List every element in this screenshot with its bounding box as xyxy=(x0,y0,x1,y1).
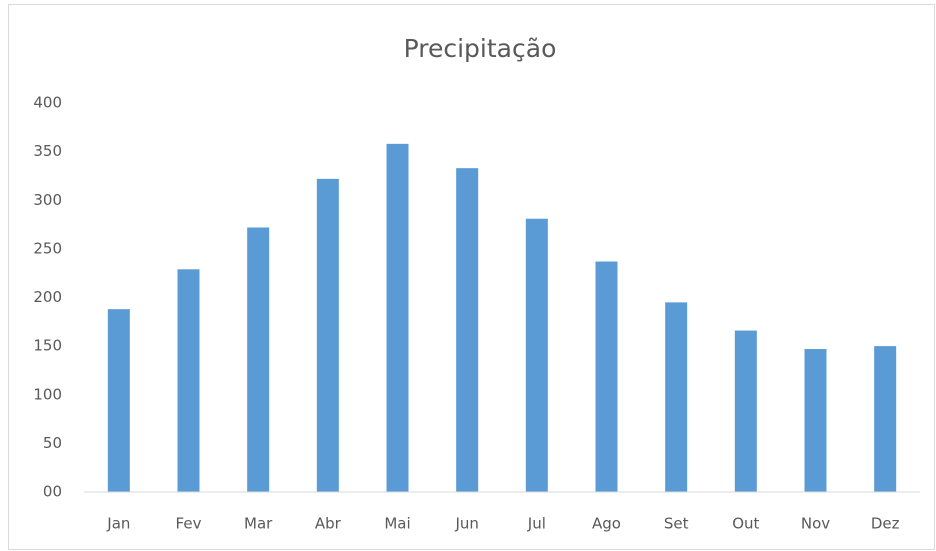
x-tick-label: Abr xyxy=(315,515,342,533)
bar xyxy=(177,269,200,492)
bar xyxy=(525,218,548,493)
x-tick-label: Mai xyxy=(384,515,410,533)
y-tick-label: 00 xyxy=(43,483,62,501)
bar xyxy=(595,261,618,492)
bar xyxy=(247,227,270,493)
y-tick-label: 250 xyxy=(33,239,62,257)
y-tick-label: 200 xyxy=(33,288,62,306)
x-tick-label: Ago xyxy=(592,515,621,533)
y-tick-label: 150 xyxy=(33,337,62,355)
y-tick-label: 100 xyxy=(33,385,62,403)
y-tick-label: 400 xyxy=(33,94,62,112)
x-tick-label: Set xyxy=(664,515,689,533)
bar xyxy=(316,178,339,493)
x-tick-label: Jan xyxy=(106,515,130,533)
bar xyxy=(665,302,688,492)
x-tick-label: Fev xyxy=(176,515,202,533)
x-tick-label: Nov xyxy=(801,515,830,533)
bar xyxy=(107,309,130,492)
x-tick-label: Jun xyxy=(454,515,478,533)
bar xyxy=(386,143,409,492)
y-tick-label: 300 xyxy=(33,191,62,209)
bar xyxy=(874,346,897,492)
y-tick-label: 350 xyxy=(33,142,62,160)
x-tick-label: Mar xyxy=(244,515,273,533)
bar xyxy=(734,330,757,492)
bar xyxy=(804,349,827,492)
x-tick-label: Jul xyxy=(527,515,546,533)
bar xyxy=(456,168,479,492)
chart-title: Precipitação xyxy=(404,34,557,63)
y-tick-label: 50 xyxy=(43,434,62,452)
x-tick-label: Out xyxy=(732,515,759,533)
x-tick-label: Dez xyxy=(871,515,900,533)
